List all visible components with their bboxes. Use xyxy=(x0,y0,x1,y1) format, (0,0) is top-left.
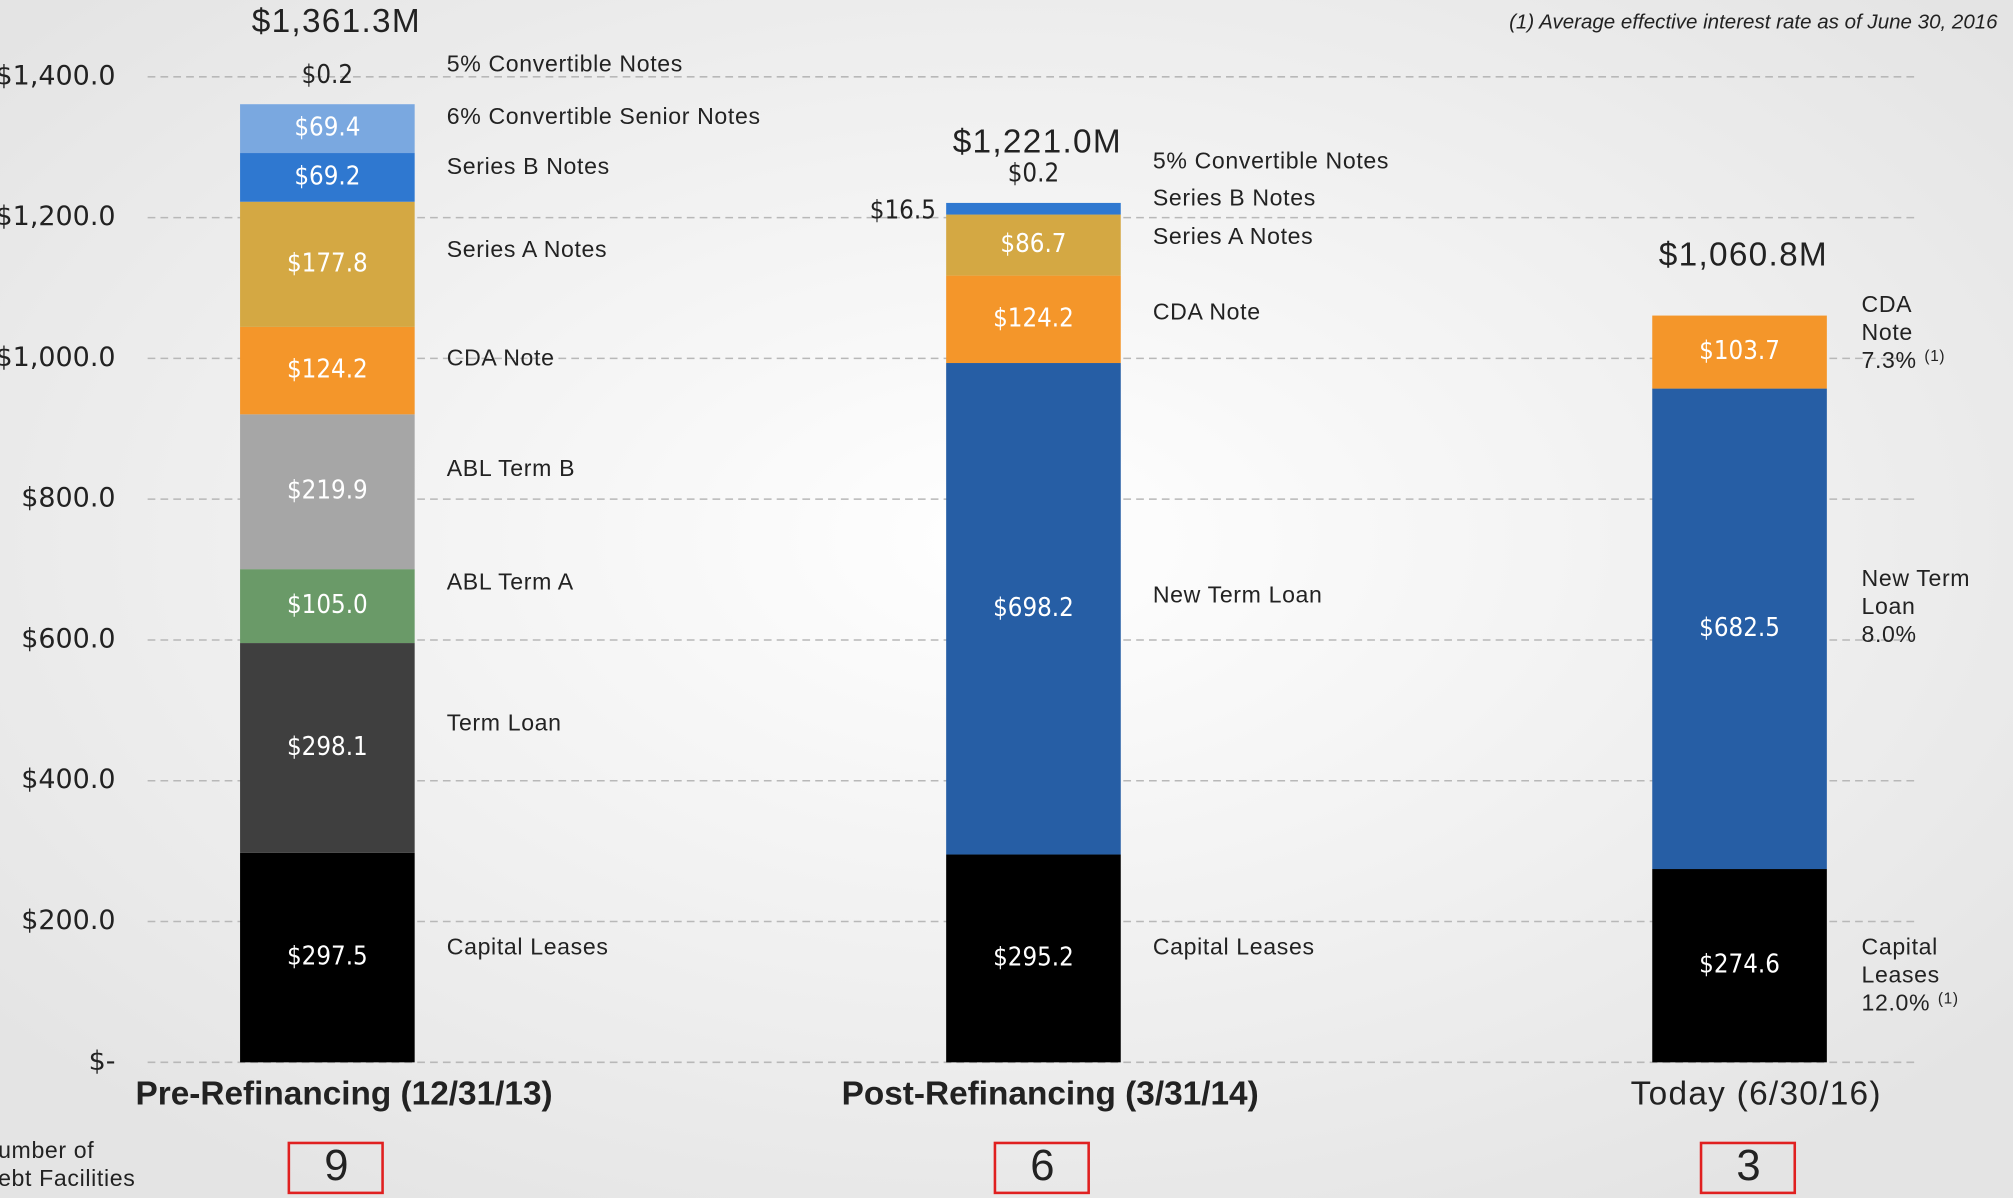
facilities-label: Number of xyxy=(0,1137,94,1163)
y-tick-label: $- xyxy=(89,1046,116,1077)
segment-rate: 7.3% (1) xyxy=(1862,347,1946,373)
bar-segment xyxy=(1652,869,1827,1063)
y-tick-label: $1,200.0 xyxy=(0,201,116,232)
segment-label: New Term xyxy=(1862,565,1971,591)
rate: 7.3% xyxy=(1862,347,1917,373)
bar-segment xyxy=(240,326,415,415)
bar-segment xyxy=(946,854,1121,1063)
facilities-label: Debt Facilities xyxy=(0,1165,135,1191)
value-label: $86.7 xyxy=(1000,229,1066,259)
segment-label: 5% Convertible Notes xyxy=(1153,148,1389,174)
category-label: Today (6/30/16) xyxy=(1631,1075,1882,1112)
segment-label: Series B Notes xyxy=(1153,185,1316,211)
segment-label: New Term Loan xyxy=(1153,582,1323,608)
y-tick-label: $200.0 xyxy=(21,905,115,936)
segment-label: CDA Note xyxy=(1153,299,1261,325)
bar-segment xyxy=(946,214,1121,276)
bar-segment xyxy=(240,414,415,570)
value-label: $105.0 xyxy=(287,590,368,620)
segment-label: Note xyxy=(1862,319,1913,345)
y-tick-label: $1,000.0 xyxy=(0,342,116,373)
segment-label: CDA xyxy=(1862,291,1913,317)
rate: 12.0% xyxy=(1862,990,1931,1016)
segment-label: Term Loan xyxy=(447,710,562,736)
value-label: $219.9 xyxy=(287,476,368,506)
count-box xyxy=(1699,1141,1797,1195)
bar-segment xyxy=(240,643,415,853)
value-label: $682.5 xyxy=(1699,613,1780,643)
value-label: $177.8 xyxy=(287,248,368,278)
bar-segment xyxy=(1652,315,1827,389)
segment-label: Series A Notes xyxy=(1153,223,1313,249)
value-label: $69.2 xyxy=(294,161,360,191)
y-tick-label: $1,400.0 xyxy=(0,60,116,91)
bar-segment xyxy=(240,153,415,202)
count-box xyxy=(287,1141,384,1195)
bar-segment xyxy=(946,363,1121,855)
value-label: $69.4 xyxy=(294,113,360,143)
value-label: $124.2 xyxy=(287,355,368,385)
bar-segment xyxy=(1652,388,1827,870)
category-label: Pre-Refinancing (12/31/13) xyxy=(135,1075,552,1112)
total-label: $1,221.0M xyxy=(953,124,1122,161)
value-label: $274.6 xyxy=(1699,950,1780,980)
bar-segment xyxy=(240,201,415,327)
segment-rate: 12.0% (1) xyxy=(1862,990,1959,1016)
value-label: $295.2 xyxy=(993,942,1074,972)
y-tick-label: $600.0 xyxy=(21,623,115,654)
segment-label: 6% Convertible Senior Notes xyxy=(447,103,761,129)
segment-label: 5% Convertible Notes xyxy=(447,50,683,76)
value-label: $698.2 xyxy=(993,593,1074,623)
segment-label: ABL Term B xyxy=(447,455,575,481)
bar-segment xyxy=(946,275,1121,364)
segment-label: Loan xyxy=(1862,593,1916,619)
segment-label: Leases xyxy=(1862,962,1940,988)
bar-segment xyxy=(946,202,1121,215)
total-label: $1,060.8M xyxy=(1659,237,1828,274)
total-label: $1,361.3M xyxy=(252,3,421,40)
value-label: $297.5 xyxy=(287,942,368,972)
bar-segment xyxy=(240,569,415,644)
category-label: Post-Refinancing (3/31/14) xyxy=(842,1075,1259,1112)
value-label: $124.2 xyxy=(993,303,1074,333)
segment-label: ABL Term A xyxy=(447,569,574,595)
bar-segment xyxy=(240,104,415,154)
y-tick-label: $400.0 xyxy=(21,764,115,795)
segment-label: Series B Notes xyxy=(447,153,610,179)
value-label: $298.1 xyxy=(287,732,368,762)
value-label: $16.5 xyxy=(870,195,936,225)
value-label: $103.7 xyxy=(1699,336,1780,366)
footnote-ref: (1) xyxy=(1938,991,1959,1008)
rate: 8.0% xyxy=(1862,621,1917,647)
value-label: $0.2 xyxy=(1008,159,1059,189)
segment-label: Capital Leases xyxy=(1153,934,1315,960)
segment-label: Capital Leases xyxy=(447,934,609,960)
segment-label: CDA Note xyxy=(447,345,555,371)
segment-label: Series A Notes xyxy=(447,236,607,262)
count-box xyxy=(993,1141,1090,1195)
facility-count: 9 xyxy=(324,1142,348,1190)
segment-label: Capital xyxy=(1862,934,1938,960)
segment-rate: 8.0% xyxy=(1862,621,1917,647)
facility-count: 3 xyxy=(1736,1142,1760,1190)
value-label: $0.2 xyxy=(302,60,353,90)
y-tick-label: $800.0 xyxy=(21,483,115,514)
bar-segment xyxy=(240,852,415,1063)
footnote-ref: (1) xyxy=(1924,348,1945,365)
footnote: (1) Average effective interest rate as o… xyxy=(1509,10,1998,33)
facility-count: 6 xyxy=(1030,1142,1054,1190)
